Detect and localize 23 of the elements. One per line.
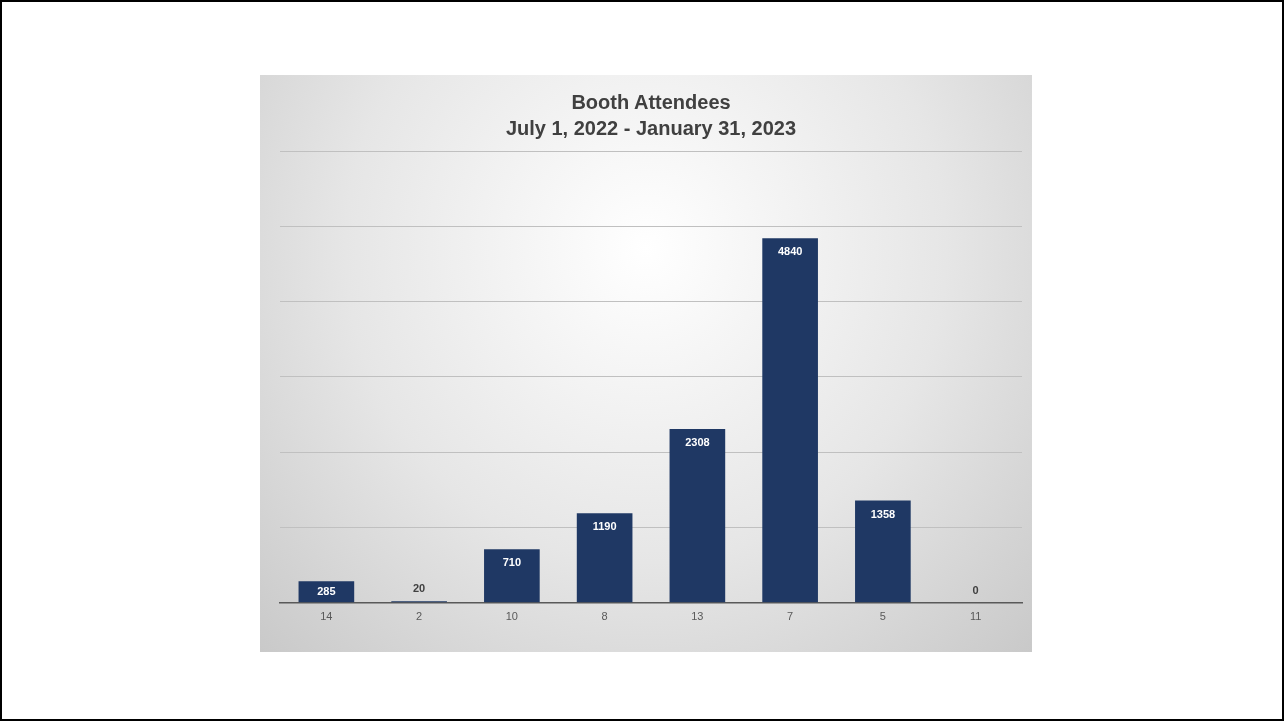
- bar: [762, 238, 818, 603]
- chart-subtitle: July 1, 2022 - January 31, 2023: [505, 116, 797, 139]
- data-label: 0: [972, 583, 979, 596]
- bar: [855, 500, 911, 603]
- x-tick-label: 5: [879, 610, 886, 623]
- data-label: 1190: [592, 520, 617, 533]
- data-label: 710: [502, 556, 522, 569]
- x-tick-label: 14: [320, 610, 333, 623]
- x-tick-label: 13: [691, 610, 704, 623]
- data-label: 285: [317, 584, 336, 597]
- data-label: 20: [413, 582, 426, 595]
- data-label: 2308: [685, 436, 710, 449]
- x-tick-label: 8: [601, 610, 608, 623]
- bar: [669, 429, 726, 603]
- bar: [484, 549, 540, 603]
- data-label: 1358: [870, 507, 896, 520]
- data-label: 4840: [777, 245, 803, 258]
- x-tick-label: 2: [416, 610, 423, 623]
- x-tick-label: 11: [969, 610, 982, 623]
- chart-title: Booth Attendees: [571, 90, 731, 113]
- bar: [576, 513, 633, 603]
- x-tick-label: 7: [787, 610, 794, 623]
- x-tick-label: 10: [505, 610, 518, 623]
